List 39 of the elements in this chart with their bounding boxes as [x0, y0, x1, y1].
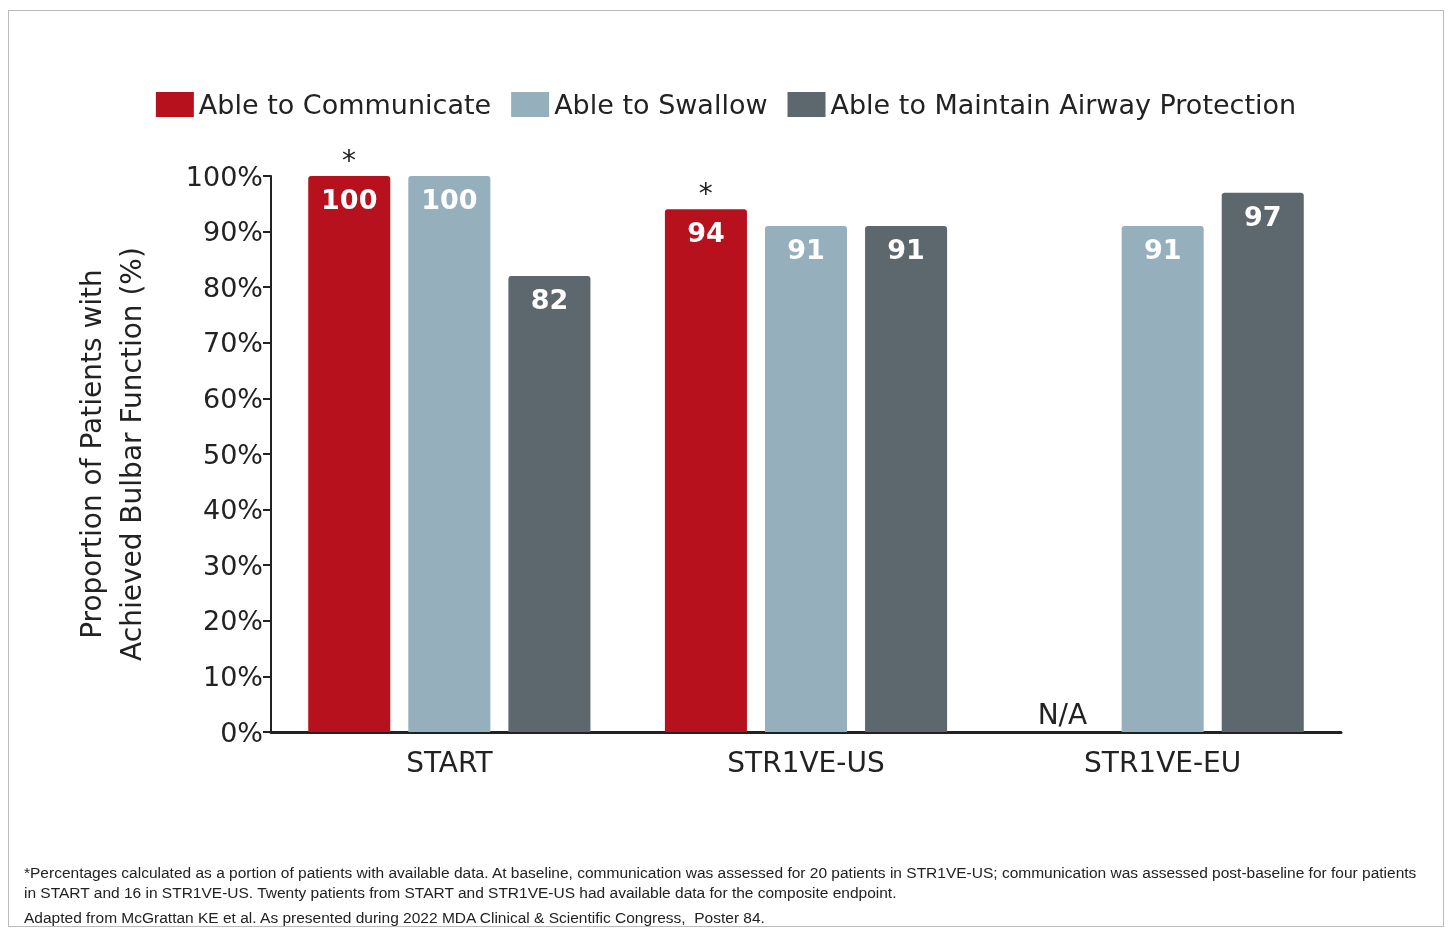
bar [1221, 192, 1304, 732]
data-label: 82 [530, 284, 569, 316]
text: *Percentages calculated as a portion of patients with available data. At baseline, communication was assessed for 20 patients in STR1VE-US; communication was assessed post-baseline for four patients in START and 16 in STR1VE-US. Twenty patients from START and STR1VE-US had available data for the composite endpoint. [24, 863, 1421, 901]
data-label: 100 [421, 184, 478, 215]
y-axis-title: Proportion of Patients with Achieved Bulbar Function (%) [74, 247, 148, 661]
y-tick-label: 100% [185, 160, 263, 192]
y-tick-label: 10% [202, 660, 263, 692]
y-tick-label: 0% [220, 716, 263, 748]
data-label: 91 [1143, 234, 1182, 266]
y-tick-label: 60% [202, 382, 263, 414]
y-tick-label: 30% [202, 549, 263, 581]
legend-label: Able to Maintain Airway Protection [830, 89, 1297, 120]
annotation: N/A [1037, 697, 1088, 731]
data-label: 91 [887, 234, 925, 266]
bar [508, 276, 591, 732]
y-tick-label: 90% [202, 216, 263, 248]
y-tick-label: 40% [202, 494, 263, 526]
data-label: 100 [321, 184, 378, 215]
bar [664, 209, 747, 732]
data-label: 94 [687, 217, 725, 249]
bar [764, 226, 848, 732]
annotation: * [342, 143, 357, 177]
bar [308, 176, 391, 732]
bar [408, 176, 491, 732]
x-tick-label: START [406, 745, 494, 779]
bar [1121, 226, 1204, 732]
y-tick-label: 80% [202, 271, 263, 303]
annotation: * [698, 176, 713, 210]
data-label: 91 [787, 234, 825, 266]
y-tick-label: 50% [202, 438, 263, 470]
x-tick-label: STR1VE-US [727, 745, 885, 779]
bar [865, 226, 948, 732]
legend-label: Able to Communicate [198, 89, 492, 120]
x-tick-label: STR1VE-EU [1084, 745, 1242, 779]
data-label: 97 [1243, 200, 1282, 232]
text: Adapted from McGrattan KE et al. As presented during 2022 MDA Clinical & Scientific Congress, Poster 84. [24, 908, 765, 926]
legend-label: Able to Swallow [554, 89, 768, 120]
y-tick-label: 70% [202, 327, 263, 359]
y-tick-label: 20% [202, 605, 263, 637]
